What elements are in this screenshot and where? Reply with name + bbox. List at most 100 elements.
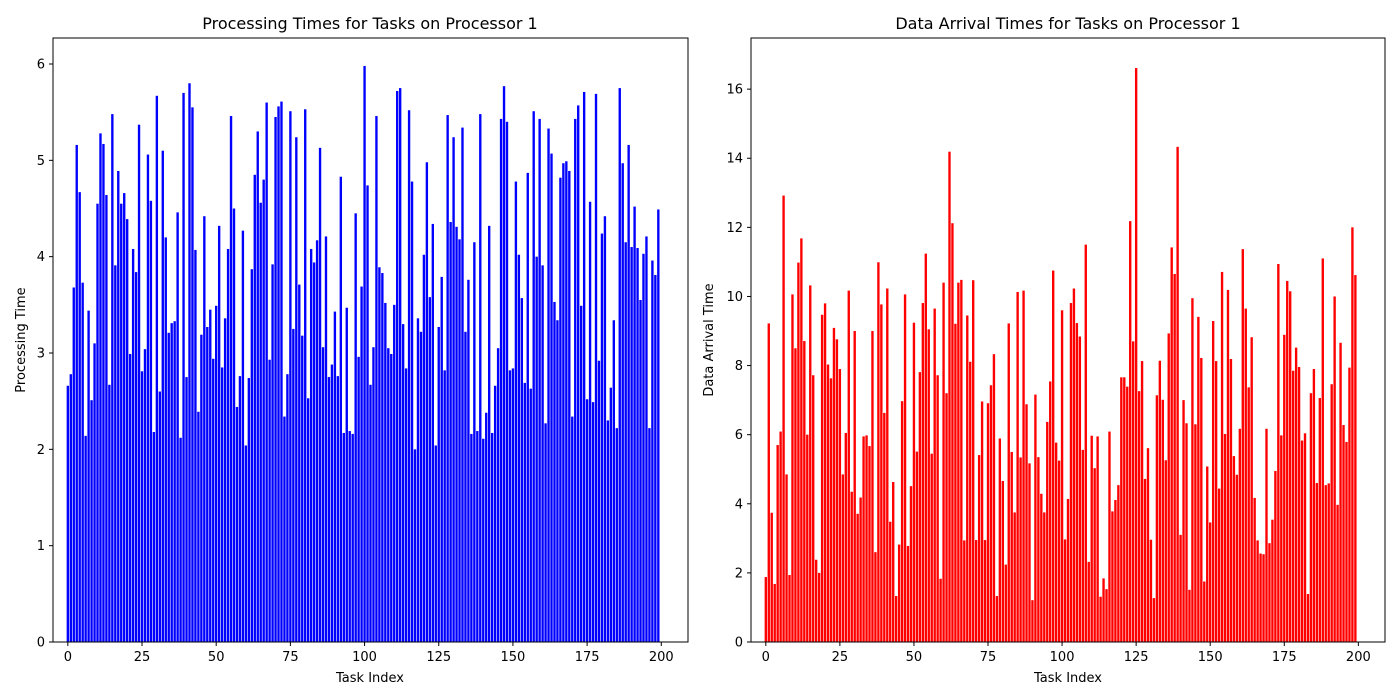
bar [470, 433, 473, 642]
bar [995, 596, 999, 642]
bar [791, 294, 794, 642]
y-tick-label: 2 [37, 443, 45, 458]
bar [1247, 387, 1250, 642]
bar [1330, 384, 1333, 642]
bar [1117, 485, 1120, 642]
bar [131, 248, 135, 642]
bar [277, 106, 280, 642]
bar [226, 248, 230, 642]
bar [930, 453, 933, 642]
bar [1336, 504, 1339, 642]
bar [1291, 370, 1295, 642]
bar [387, 348, 390, 642]
bar [1137, 391, 1141, 642]
bar [826, 364, 830, 642]
bar [167, 332, 170, 642]
bar [407, 110, 411, 642]
bar [1114, 499, 1117, 642]
bar [862, 436, 865, 642]
bar [960, 279, 963, 642]
x-tick-label: 200 [649, 650, 674, 665]
bar [788, 574, 791, 642]
bar [123, 193, 126, 642]
y-tick-label: 8 [735, 359, 743, 374]
bar [1043, 512, 1046, 642]
bar [1324, 485, 1327, 642]
bar [247, 378, 251, 642]
x-tick-label: 100 [1050, 650, 1075, 665]
bar [1203, 581, 1206, 642]
bar [437, 327, 440, 642]
bar [502, 86, 506, 643]
bar [633, 206, 636, 642]
bar [428, 297, 432, 642]
bar [295, 137, 298, 642]
bar [974, 540, 978, 642]
bar [292, 328, 295, 642]
bar [948, 151, 951, 642]
bar [1182, 400, 1185, 642]
bar [146, 154, 150, 642]
bar [493, 385, 497, 642]
bar [942, 282, 945, 642]
bar [203, 216, 206, 642]
bar [1072, 288, 1076, 642]
bar [627, 144, 630, 642]
bar [102, 143, 105, 642]
bar [856, 513, 859, 642]
bar [419, 331, 423, 642]
bar [794, 348, 797, 642]
bar [191, 107, 194, 643]
bar [814, 559, 818, 642]
bar [582, 91, 586, 642]
bar [1049, 381, 1052, 642]
bar [526, 172, 529, 643]
bar [559, 177, 562, 642]
y-tick-label: 4 [37, 250, 45, 265]
bar [206, 327, 209, 642]
bar [1238, 428, 1242, 642]
bar [1217, 488, 1221, 642]
bar [868, 446, 871, 642]
bar [577, 105, 580, 643]
x-tick-label: 200 [1346, 650, 1371, 665]
y-tick-label: 12 [726, 221, 743, 236]
bar [1143, 478, 1147, 642]
bar [1167, 333, 1170, 642]
bar [372, 347, 375, 642]
bar [1283, 334, 1286, 642]
bar [280, 101, 283, 642]
bar [630, 247, 633, 643]
bar [1241, 249, 1244, 642]
bar [449, 221, 452, 643]
bar [1321, 258, 1324, 642]
bar [330, 364, 334, 642]
bar [128, 353, 132, 642]
plot-frame [750, 37, 1386, 643]
bar [900, 401, 904, 642]
y-axis-label: Data Arrival Time [702, 283, 717, 396]
bar [1214, 361, 1218, 642]
bar [307, 398, 310, 642]
bar [880, 304, 883, 642]
bar [381, 273, 384, 642]
bar [514, 181, 518, 642]
bar [170, 323, 173, 642]
bar [235, 406, 239, 642]
bar [241, 230, 245, 642]
bar [1129, 221, 1132, 642]
x-tick-label: 175 [1272, 650, 1297, 665]
y-tick-label: 6 [735, 428, 743, 443]
bar [1200, 357, 1203, 642]
y-axis-ticks: 0 1 2 3 4 5 6 [37, 58, 53, 651]
bar [114, 265, 117, 642]
bar [645, 236, 648, 642]
bar [1250, 337, 1253, 642]
x-tick-label: 75 [282, 650, 299, 665]
bar [1194, 424, 1197, 642]
bar [1223, 433, 1227, 642]
bar [1111, 511, 1114, 642]
bar [1025, 404, 1028, 642]
bar [817, 572, 821, 642]
bar [1052, 270, 1055, 642]
